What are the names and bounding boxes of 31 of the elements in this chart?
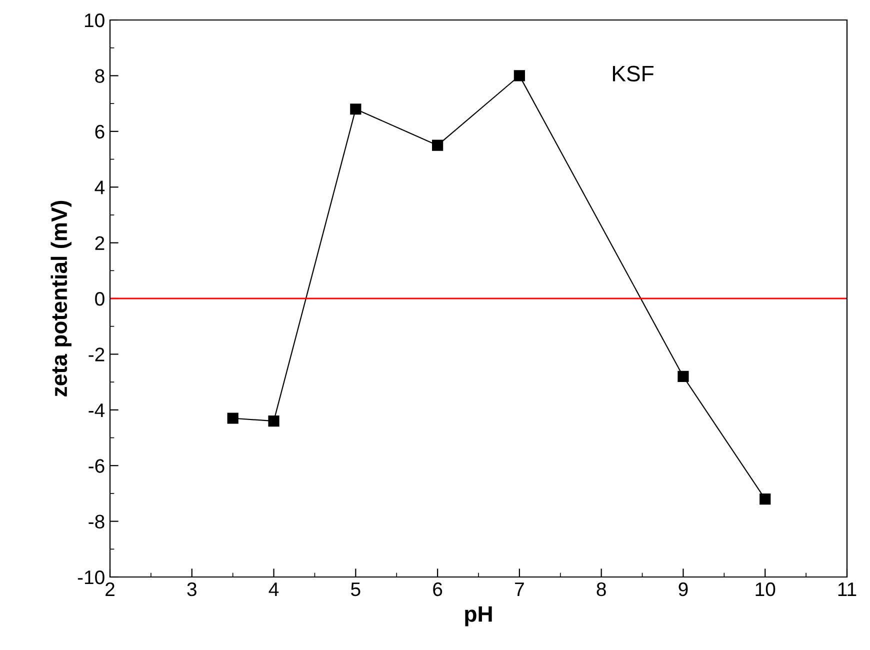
x-tick-label: 8 (596, 582, 606, 596)
point (514, 70, 525, 82)
point (268, 415, 280, 427)
y-tick-label: -8 (88, 514, 104, 529)
y-tick-label: 2 (95, 236, 104, 250)
y-tick-label: -10 (78, 570, 104, 584)
y-tick-label: -6 (88, 459, 104, 473)
point (227, 412, 238, 424)
y-tick-label: 6 (95, 124, 104, 139)
x-tick-label: 9 (678, 582, 688, 596)
x-tick-label: 6 (433, 582, 442, 596)
point (432, 140, 444, 151)
x-tick-label: 4 (268, 582, 279, 596)
y-tick-label: 4 (94, 180, 105, 194)
point (350, 104, 362, 115)
x-axis-title: pH (465, 606, 492, 626)
x-tick-label: 7 (515, 582, 524, 596)
y-axis-title: zeta potential (mV) (50, 200, 72, 396)
point (678, 370, 689, 382)
x-tick-label: 10 (756, 582, 776, 596)
x-tick-label: 3 (187, 582, 196, 596)
y-tick-label: -4 (88, 404, 105, 417)
y-tick-label: -2 (88, 348, 104, 362)
y-tick-label: 8 (95, 69, 104, 83)
y-tick-label: 10 (84, 13, 104, 28)
annotation: KSF (612, 66, 654, 82)
x-tick-label: 2 (106, 582, 114, 596)
point (760, 493, 771, 505)
x-tick-label: 5 (351, 582, 360, 596)
y-tick-label: 0 (95, 292, 104, 306)
x-tick-label: 11 (838, 582, 856, 596)
